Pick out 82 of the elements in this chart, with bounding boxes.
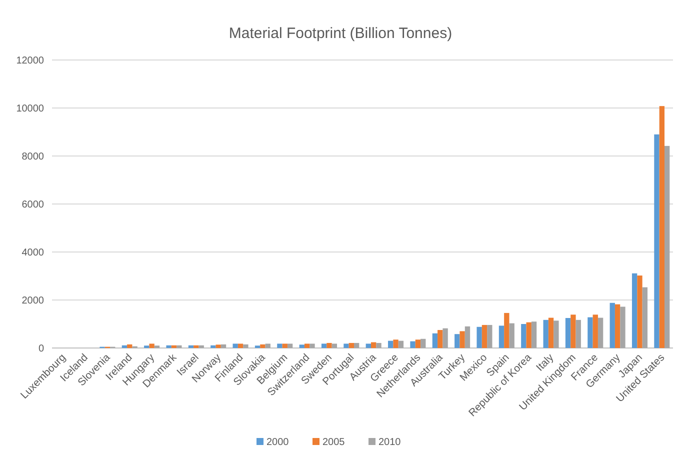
bar [598,318,604,348]
bar [592,314,598,348]
legend-label: 2000 [266,437,290,448]
bar [171,345,177,348]
bar [526,322,532,348]
bar [198,345,204,348]
bar [487,324,492,348]
bar [344,344,349,348]
bar [610,302,615,348]
bar [554,320,559,348]
bar [620,306,626,348]
bar [498,326,504,348]
y-tick-label: 10000 [16,104,44,114]
bar [354,342,360,348]
bar [332,344,337,348]
bar [326,342,332,348]
bar [410,341,416,348]
bar [588,317,593,348]
bar [482,324,488,348]
y-tick-label: 6000 [22,200,44,210]
bar [149,344,154,348]
bar [576,320,581,348]
bar [321,344,327,348]
bar [570,314,576,348]
bar [265,344,270,348]
bar [632,273,638,348]
y-tick-label: 4000 [22,248,44,258]
bar [232,344,238,348]
bar [277,344,282,348]
bar [176,345,182,348]
bar [127,344,132,348]
bar [210,345,216,348]
bar [442,328,448,348]
bar [299,344,304,348]
bar [166,345,172,348]
bar [304,344,310,348]
bar [398,340,404,348]
bar [637,276,642,348]
bar [376,342,382,348]
bar [654,134,660,348]
bar [220,344,226,348]
bar [614,304,620,348]
bar [476,326,482,348]
bar [460,331,465,348]
bar [287,344,293,348]
bar [216,344,221,348]
bar [122,345,128,348]
bar [393,340,398,348]
bar [282,344,288,348]
bar [238,344,244,348]
bar [548,318,554,348]
y-tick-label: 0 [38,344,44,354]
bar [243,344,248,348]
bar [464,326,470,348]
chart-title: Material Footprint (Billion Tonnes) [228,25,452,42]
bar [509,323,514,348]
bar [348,342,354,348]
bar [438,330,443,348]
bar [420,338,426,348]
bar [531,322,537,348]
bar [388,340,394,348]
bar [371,342,376,348]
bar [310,344,315,348]
bar [432,333,438,348]
bar [664,146,670,348]
bar [260,344,266,348]
bar [543,320,548,348]
bar [188,345,194,348]
bar [194,345,199,348]
legend-label: 2005 [322,437,346,448]
bar [521,324,526,348]
bar [659,106,664,348]
legend-label: 2010 [378,437,402,448]
y-tick-label: 8000 [22,152,44,162]
bar [454,334,460,348]
y-tick-label: 12000 [16,56,44,66]
bar [565,318,571,348]
bar [642,287,648,348]
bar [415,340,421,348]
bar [504,312,510,348]
bar [366,344,371,348]
y-tick-label: 2000 [22,296,44,306]
